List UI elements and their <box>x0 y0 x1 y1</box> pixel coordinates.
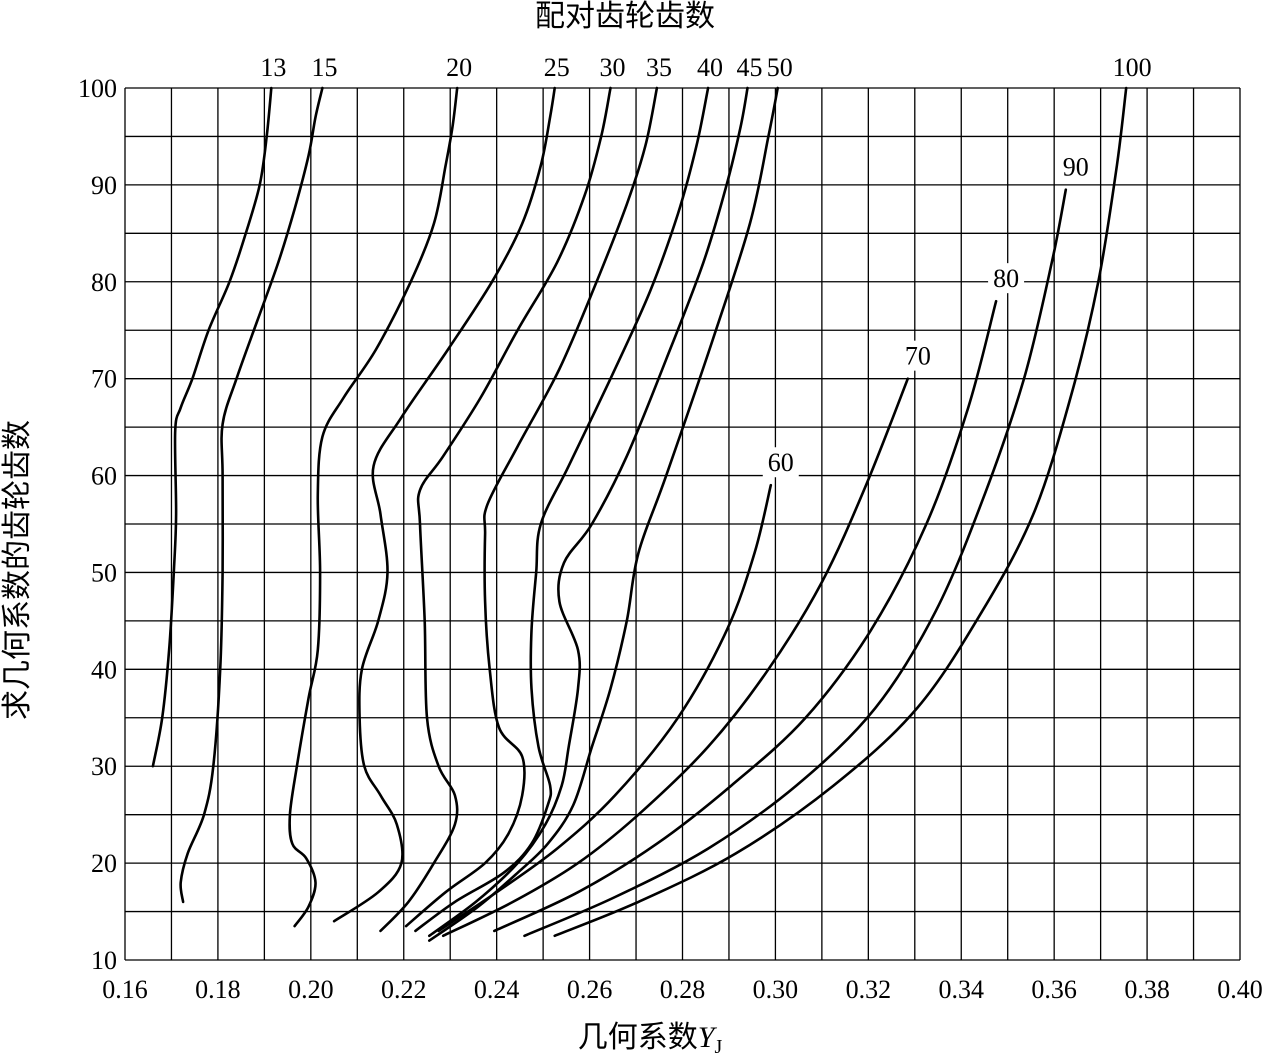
x-axis-label: 几何系数YJ <box>578 1020 723 1057</box>
curve-label-30: 30 <box>599 53 625 82</box>
curve-label-50: 50 <box>767 53 793 82</box>
tick-labels: 0.16 0.18 0.20 0.22 0.24 0.26 0.28 0.30 0.32 0.34… <box>78 74 1263 1004</box>
curve-80 <box>493 299 998 933</box>
curve-label-backdrop <box>762 447 799 478</box>
chart-title: 配对齿轮齿数 <box>535 0 715 34</box>
curve-label-80: 80 <box>993 264 1019 293</box>
y-tick-label: 30 <box>91 752 117 781</box>
curve-45 <box>428 86 749 938</box>
y-tick-label: 100 <box>78 74 117 103</box>
curve-label-20: 20 <box>446 53 472 82</box>
grid <box>124 87 1241 961</box>
curve-label-backdrop <box>988 263 1025 294</box>
x-tick-label: 0.38 <box>1124 975 1170 1004</box>
curve-70 <box>441 377 910 938</box>
x-tick-label: 0.32 <box>846 975 892 1004</box>
curve-label-45: 45 <box>737 53 763 82</box>
curve-label-60: 60 <box>768 448 794 477</box>
curve-label-40: 40 <box>697 53 723 82</box>
x-tick-label: 0.30 <box>753 975 799 1004</box>
curve-labels: 13 15 20 25 30 35 40 45 50 60 70 80 90 100 <box>260 53 1152 478</box>
curve-50 <box>428 86 779 942</box>
y-tick-label: 40 <box>91 655 117 684</box>
curve-label-13: 13 <box>260 53 286 82</box>
x-tick-label: 0.34 <box>939 975 985 1004</box>
curve-20 <box>288 86 459 928</box>
y-tick-label: 50 <box>91 558 117 587</box>
x-tick-label: 0.16 <box>102 975 148 1004</box>
x-tick-label: 0.28 <box>660 975 706 1004</box>
curve-30 <box>379 86 612 933</box>
curve-100 <box>553 86 1128 938</box>
y-tick-label: 60 <box>91 462 117 491</box>
x-tick-label: 0.26 <box>567 975 613 1004</box>
curve-label-35: 35 <box>646 53 672 82</box>
y-tick-label: 80 <box>91 268 117 297</box>
curve-label-70: 70 <box>905 342 931 371</box>
curve-40 <box>414 86 710 933</box>
curve-35 <box>404 86 659 928</box>
curve-label-100: 100 <box>1113 53 1152 82</box>
curve-25 <box>332 86 556 923</box>
y-tick-label: 90 <box>91 171 117 200</box>
x-axis-label-symbol: Y <box>698 1021 718 1054</box>
curve-label-15: 15 <box>311 53 337 82</box>
curves <box>151 86 1128 942</box>
x-tick-label: 0.22 <box>381 975 427 1004</box>
y-tick-label: 10 <box>91 946 117 975</box>
curve-15 <box>179 86 324 904</box>
curve-90 <box>523 188 1068 938</box>
x-axis-label-subscript: J <box>714 1036 722 1057</box>
x-tick-label: 0.40 <box>1217 975 1263 1004</box>
curve-60 <box>437 483 773 933</box>
curve-label-25: 25 <box>544 53 570 82</box>
y-tick-label: 70 <box>91 365 117 394</box>
x-tick-label: 0.18 <box>195 975 241 1004</box>
curve-13 <box>151 86 273 768</box>
y-tick-label: 20 <box>91 849 117 878</box>
x-tick-label: 0.20 <box>288 975 334 1004</box>
curve-label-backdrop <box>1057 151 1094 182</box>
x-axis-label-text: 几何系数 <box>578 1020 698 1055</box>
x-tick-label: 0.24 <box>474 975 520 1004</box>
curve-label-backdrop <box>899 340 936 371</box>
x-tick-label: 0.36 <box>1031 975 1077 1004</box>
curve-label-90: 90 <box>1063 153 1089 182</box>
y-axis-label: 求几何系数的齿轮齿数 <box>0 420 35 720</box>
